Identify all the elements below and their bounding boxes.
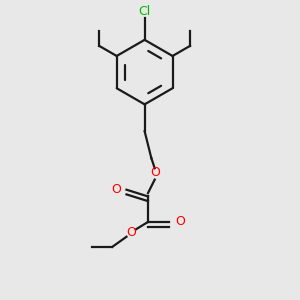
Text: O: O [150,167,160,179]
Text: O: O [126,226,136,238]
Text: Cl: Cl [139,5,151,18]
Text: O: O [175,215,185,229]
Text: O: O [111,183,121,196]
